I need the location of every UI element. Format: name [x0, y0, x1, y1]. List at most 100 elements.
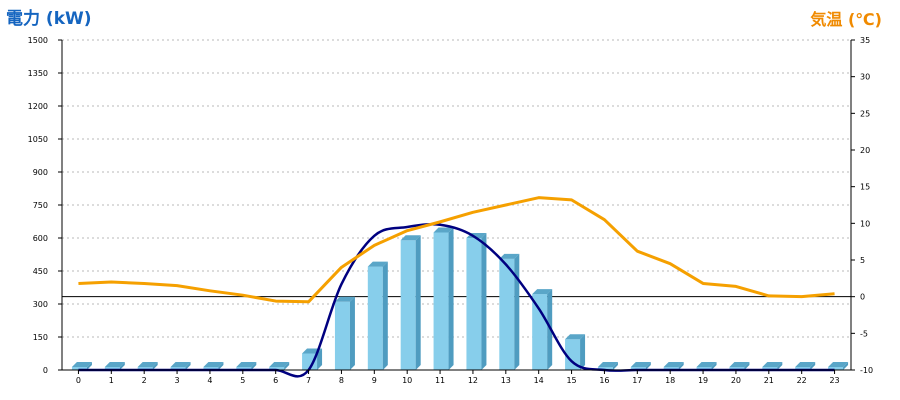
- x-tick-label: 5: [240, 376, 245, 385]
- axes: 01503004506007509001050120013501500-10-5…: [28, 36, 873, 385]
- bar-top: [565, 334, 586, 340]
- right-tick-label: 10: [860, 219, 870, 228]
- x-tick-label: 14: [534, 376, 544, 385]
- bar-side: [86, 362, 92, 370]
- bar-7: [302, 348, 323, 370]
- bar-side: [481, 233, 487, 370]
- bar-top: [203, 362, 224, 367]
- x-tick-label: 0: [76, 376, 81, 385]
- right-tick-label: 25: [860, 109, 870, 118]
- bar-front: [367, 266, 383, 370]
- x-tick-label: 18: [665, 376, 675, 385]
- bar-top: [663, 362, 684, 367]
- bar-22: [795, 362, 816, 370]
- bar-19: [696, 362, 717, 370]
- bar-8: [334, 296, 355, 370]
- right-tick-label: 0: [860, 293, 865, 302]
- bar-4: [203, 362, 224, 370]
- bar-9: [367, 261, 388, 370]
- bar-front: [795, 367, 811, 370]
- bar-top: [269, 362, 290, 367]
- left-tick-label: 1350: [28, 69, 48, 78]
- bar-side: [810, 362, 816, 370]
- bar-3: [170, 362, 191, 370]
- bar-13: [499, 253, 520, 370]
- bar-side: [744, 362, 750, 370]
- bar-side: [317, 348, 323, 370]
- bar-front: [729, 367, 745, 370]
- bar-side: [382, 261, 388, 370]
- right-tick-label: 15: [860, 183, 870, 192]
- bar-18: [663, 362, 684, 370]
- x-tick-label: 22: [797, 376, 807, 385]
- bar-12: [466, 233, 487, 370]
- right-tick-label: 35: [860, 36, 870, 45]
- bar-side: [251, 362, 257, 370]
- bar-top: [137, 362, 158, 367]
- bar-side: [612, 362, 618, 370]
- bar-front: [630, 367, 646, 370]
- x-tick-label: 9: [372, 376, 377, 385]
- bar-top: [71, 362, 92, 367]
- bar-6: [269, 362, 290, 370]
- bar-side: [777, 362, 783, 370]
- bar-top: [696, 362, 717, 367]
- right-tick-label: -10: [860, 366, 873, 375]
- left-tick-label: 150: [33, 333, 48, 342]
- bar-top: [729, 362, 750, 367]
- bar-top: [795, 362, 816, 367]
- bar-0: [71, 362, 92, 370]
- bar-side: [415, 235, 421, 370]
- bar-front: [762, 367, 778, 370]
- x-tick-label: 11: [435, 376, 445, 385]
- bar-top: [828, 362, 849, 367]
- right-tick-label: 20: [860, 146, 870, 155]
- left-tick-label: 600: [33, 234, 48, 243]
- bar-side: [284, 362, 290, 370]
- left-tick-label: 1050: [28, 135, 48, 144]
- bar-top: [597, 362, 618, 367]
- bar-side: [185, 362, 191, 370]
- right-tick-label: -5: [860, 329, 868, 338]
- bar-5: [236, 362, 257, 370]
- x-tick-label: 17: [632, 376, 642, 385]
- bar-front: [203, 367, 219, 370]
- bar-top: [367, 261, 388, 267]
- bar-side: [349, 296, 355, 370]
- x-tick-label: 7: [306, 376, 311, 385]
- bar-front: [597, 367, 613, 370]
- bar-front: [532, 294, 548, 370]
- bar-side: [152, 362, 158, 370]
- bar-front: [433, 232, 449, 370]
- x-tick-label: 1: [109, 376, 114, 385]
- x-tick-label: 21: [764, 376, 774, 385]
- bars: [71, 227, 849, 370]
- x-tick-label: 23: [829, 376, 839, 385]
- left-tick-label: 450: [33, 267, 48, 276]
- bar-top: [630, 362, 651, 367]
- bar-10: [400, 235, 421, 370]
- bar-front: [170, 367, 186, 370]
- right-tick-label: 5: [860, 256, 865, 265]
- left-tick-label: 300: [33, 300, 48, 309]
- bar-front: [71, 367, 87, 370]
- bar-side: [678, 362, 684, 370]
- bar-top: [104, 362, 125, 367]
- temperature-line: [78, 196, 835, 304]
- right-tick-label: 30: [860, 73, 870, 82]
- bar-top: [499, 253, 520, 259]
- x-tick-label: 15: [566, 376, 576, 385]
- right-axis-title: 気温 (℃): [810, 10, 882, 29]
- bar-front: [466, 238, 482, 370]
- bar-front: [302, 353, 318, 370]
- bar-16: [597, 362, 618, 370]
- bar-side: [119, 362, 125, 370]
- bar-21: [762, 362, 783, 370]
- left-tick-label: 750: [33, 201, 48, 210]
- left-tick-label: 0: [43, 366, 48, 375]
- bar-20: [729, 362, 750, 370]
- left-tick-label: 1500: [28, 36, 48, 45]
- left-tick-label: 900: [33, 168, 48, 177]
- bar-front: [236, 367, 252, 370]
- bar-side: [218, 362, 224, 370]
